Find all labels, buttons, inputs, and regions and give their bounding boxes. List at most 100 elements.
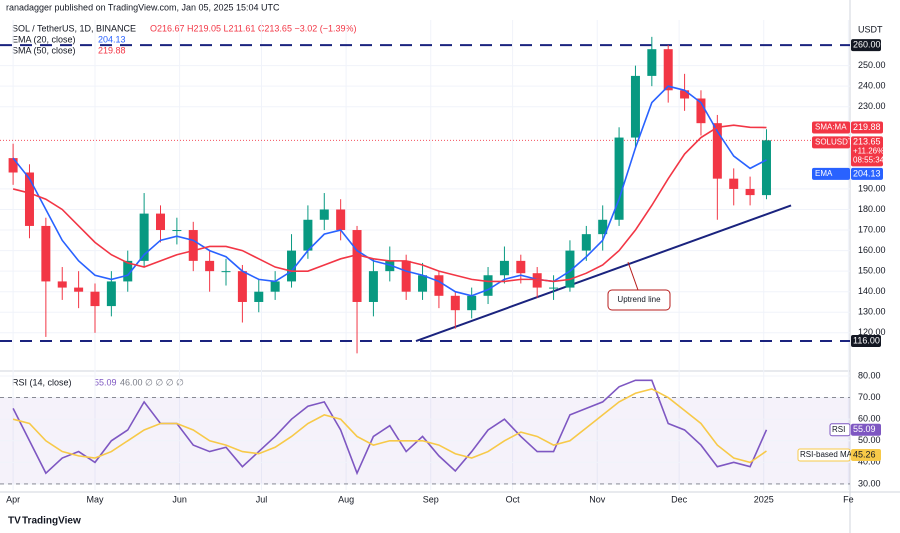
badge-name: SMA:MA	[815, 123, 847, 132]
badge-name: RSI-based MA	[800, 450, 853, 459]
y-tick-label: 180.00	[858, 204, 886, 214]
candle-body	[434, 275, 444, 296]
candle-body	[319, 209, 329, 220]
badge-value: 204.13	[853, 168, 881, 178]
candle-body	[336, 209, 346, 231]
y-tick-label: 140.00	[858, 286, 886, 296]
ema-label: EMA (20, close)	[12, 34, 76, 44]
candle-body	[598, 219, 608, 235]
level-badge-bg	[851, 335, 881, 348]
badge-name-bg	[812, 121, 850, 134]
badge-name: EMA	[815, 169, 833, 178]
badge-value: 55.09	[853, 424, 876, 434]
series-line	[12, 124, 767, 283]
candle-body	[221, 271, 231, 273]
candle-body	[57, 281, 67, 288]
badge-name-bg	[812, 167, 850, 180]
candle-body	[532, 273, 542, 288]
badge-bg	[851, 136, 883, 167]
candle-body	[368, 271, 378, 302]
trendline	[415, 204, 792, 342]
x-tick-label: Nov	[589, 494, 606, 504]
y-tick-label: 130.00	[858, 307, 886, 317]
x-tick-label: Jul	[256, 494, 268, 504]
x-tick-label: Dec	[671, 494, 688, 504]
badge-name: SOLUSDT	[815, 137, 853, 146]
symbol: SOL / TetherUS, 1D, BINANCE	[12, 23, 136, 33]
candle-body	[467, 295, 477, 311]
candle-body	[696, 98, 706, 124]
annotation-pointer	[627, 261, 639, 291]
candle-body	[352, 230, 362, 302]
badge-bg	[851, 121, 883, 134]
x-tick-label: Apr	[6, 494, 20, 504]
y-tick-label: 40.00	[858, 457, 881, 467]
level-label: 260.00	[853, 39, 881, 49]
y-tick-label: 160.00	[858, 245, 886, 255]
rsi-rest: 46.00 ∅ ∅ ∅ ∅	[120, 377, 184, 387]
level-label: 116.00	[853, 335, 880, 345]
x-tick-label: 2025	[754, 494, 774, 504]
annotation: Uptrend line	[617, 295, 661, 304]
x-tick-label: Jun	[172, 494, 187, 504]
candle-body	[401, 260, 411, 292]
candle-body	[172, 230, 182, 232]
candle-body	[385, 260, 395, 272]
ohlc: O216.67 H219.05 L211.61 C213.65 −3.02 (−…	[150, 23, 357, 33]
y-tick-label: 120.00	[858, 327, 886, 337]
y-tick-label: 170.00	[858, 224, 886, 234]
candle-body	[106, 281, 116, 307]
rsi-label: RSI (14, close)	[12, 377, 72, 387]
y-tick-label: 80.00	[858, 370, 881, 380]
candle-body	[418, 275, 428, 292]
candle-body	[254, 291, 264, 302]
candle-body	[8, 158, 18, 173]
y-tick-label: 30.00	[858, 478, 881, 488]
candle-body	[123, 260, 133, 282]
sma-label: SMA (50, close)	[12, 45, 76, 55]
y-tick-label: 250.00	[858, 60, 886, 70]
x-tick-label: Fe	[843, 494, 854, 504]
level-badge-bg	[851, 39, 881, 52]
y-tick-label: 240.00	[858, 81, 886, 91]
candle-body	[303, 219, 313, 251]
candle-body	[24, 172, 34, 226]
currency: USDT	[858, 24, 883, 34]
badge-value: 219.88	[853, 122, 881, 132]
candle-body	[712, 123, 722, 179]
series-line	[12, 388, 767, 464]
x-tick-label: Aug	[338, 494, 354, 504]
annotation-box	[607, 289, 671, 311]
badge-value: 45.26	[853, 449, 876, 459]
candle-body	[156, 213, 166, 231]
candle-body	[483, 275, 493, 296]
badge-change: +11.26%	[853, 146, 884, 155]
publisher: ranadagger published on TradingView.com,…	[6, 2, 280, 12]
rsi-value: 55.09	[94, 377, 117, 387]
badge-bg	[851, 423, 881, 436]
candle-body	[630, 75, 640, 138]
candle-body	[237, 271, 247, 302]
candle-body	[41, 225, 51, 282]
badge-bg	[851, 167, 883, 180]
candle-body	[565, 250, 575, 288]
candle-body	[647, 49, 657, 76]
y-tick-label: 190.00	[858, 183, 886, 193]
y-tick-label: 60.00	[858, 414, 881, 424]
y-tick-label: 50.00	[858, 435, 881, 445]
candle-body	[516, 260, 526, 274]
badge-name-bg	[812, 136, 850, 149]
x-tick-label: Oct	[506, 494, 521, 504]
badge-name-bg	[797, 448, 851, 462]
candle-body	[270, 281, 280, 292]
ema-value: 204.13	[98, 34, 126, 44]
y-tick-label: 70.00	[858, 392, 881, 402]
brand-logo: TV	[8, 516, 21, 527]
y-tick-label: 150.00	[858, 266, 886, 276]
candle-body	[549, 287, 559, 289]
candle-body	[450, 295, 460, 311]
badge-value: 213.65	[853, 137, 881, 147]
candle-body	[499, 260, 509, 276]
